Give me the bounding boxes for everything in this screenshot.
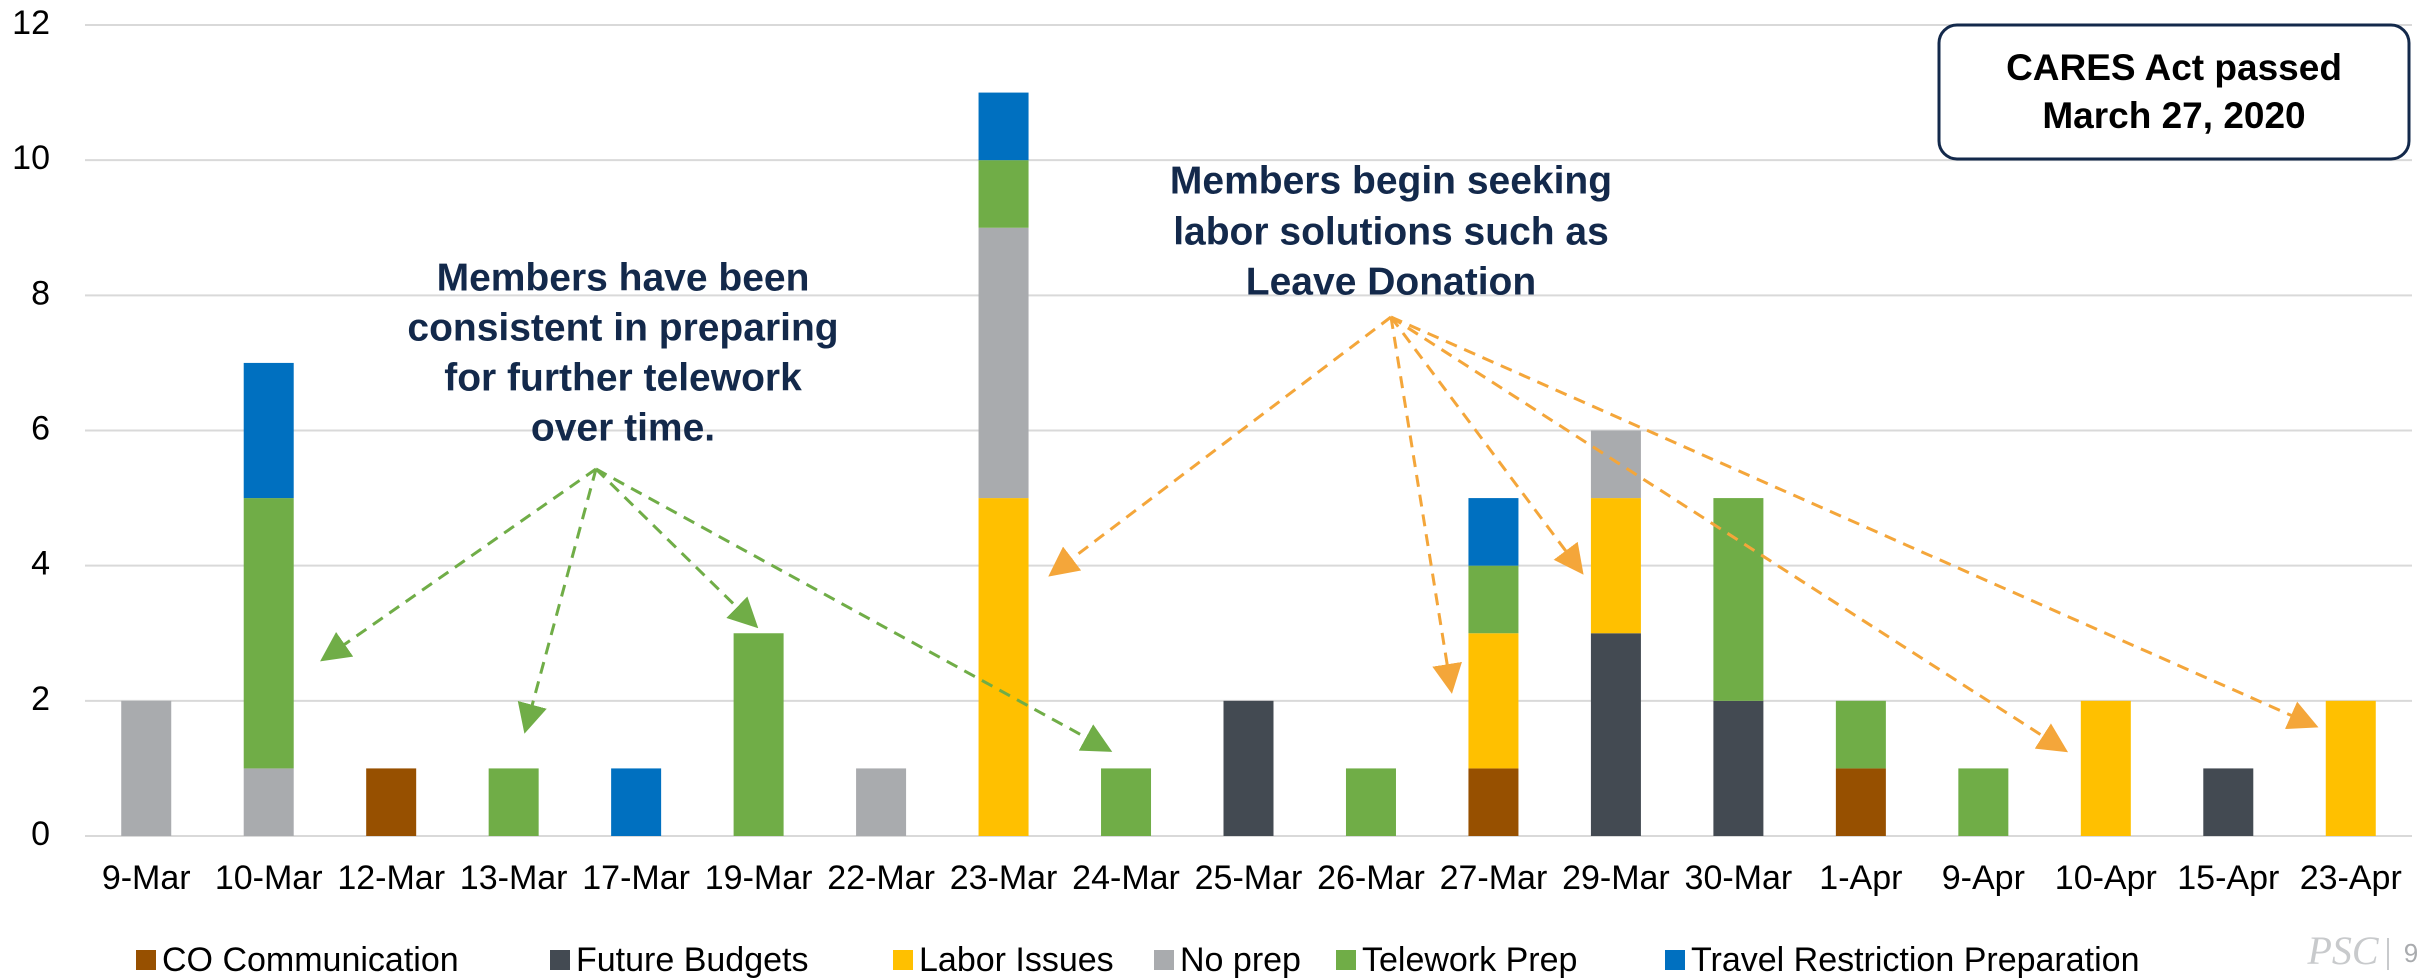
x-tick-label: 23-Mar (950, 859, 1058, 897)
x-tick-label: 1-Apr (1819, 859, 1902, 897)
bar-segment (1713, 498, 1764, 701)
legend-swatch (1154, 950, 1174, 970)
bar-segment (2325, 700, 2376, 836)
annotation: Leave Donation (1246, 260, 1536, 303)
annotation: labor solutions such as (1173, 210, 1609, 253)
x-tick-label: 22-Mar (827, 859, 935, 897)
bar-segment (1590, 633, 1641, 836)
x-tick-label: 25-Mar (1195, 859, 1303, 897)
page-number: 9 (2404, 938, 2418, 968)
bar-segment (2080, 700, 2131, 836)
bar-segment (1590, 498, 1641, 634)
y-tick-label: 8 (31, 274, 50, 312)
bars (121, 92, 2376, 836)
bar-segment (1590, 430, 1641, 499)
bar-segment (1468, 565, 1519, 634)
x-tick-label: 15-Apr (2177, 859, 2279, 897)
bar-segment (611, 768, 662, 836)
y-tick-label: 2 (31, 680, 50, 718)
bar-segment (243, 498, 294, 769)
x-tick-label: 26-Mar (1317, 859, 1425, 897)
x-tick-label: 9-Mar (102, 859, 191, 897)
bar-segment (243, 362, 294, 499)
legend-swatch (1336, 950, 1356, 970)
legend-label: CO Communication (162, 941, 459, 979)
green-arrows (320, 467, 1113, 752)
bar-segment (978, 227, 1029, 499)
bar-segment (978, 498, 1029, 836)
bar-segment (856, 768, 907, 836)
annotation: Members have been (437, 256, 810, 299)
bar-segment (488, 768, 539, 836)
bar-segment (1468, 498, 1519, 566)
y-tick-label: 6 (31, 409, 50, 447)
legend-swatch (136, 950, 156, 970)
bar-segment (121, 700, 172, 836)
bar-segment (1958, 768, 2009, 836)
x-tick-label: 17-Mar (582, 859, 690, 897)
legend-swatch (893, 950, 913, 970)
bar-segment (1835, 700, 1886, 769)
bar-segment (1468, 633, 1519, 769)
bar-segment (1223, 700, 1274, 836)
legend-label: Travel Restriction Preparation (1691, 941, 2139, 979)
y-tick-label: 12 (12, 4, 50, 42)
bar-segment (978, 92, 1029, 161)
x-tick-label: 30-Mar (1685, 859, 1793, 897)
x-tick-label: 27-Mar (1440, 859, 1548, 897)
y-tick-label: 10 (12, 139, 50, 177)
annotation: over time. (531, 406, 715, 449)
x-tick-label: 19-Mar (705, 859, 813, 897)
callout-box (1937, 23, 2411, 161)
x-tick-label: 12-Mar (337, 859, 445, 897)
bar-segment (1835, 768, 1886, 836)
x-tick-label: 10-Mar (215, 859, 323, 897)
x-tick-label: 23-Apr (2300, 859, 2402, 897)
annotation: consistent in preparing (407, 306, 838, 349)
bar-segment (978, 160, 1029, 228)
callout-text: March 27, 2020 (2042, 95, 2305, 136)
x-tick-label: 24-Mar (1072, 859, 1180, 897)
legend-swatch (550, 950, 570, 970)
legend-label: Telework Prep (1362, 941, 1577, 979)
legend-label: Labor Issues (919, 941, 1114, 979)
x-tick-label: 10-Apr (2055, 859, 2157, 897)
x-tick-label: 9-Apr (1942, 859, 2025, 897)
bar-segment (2203, 768, 2254, 836)
bar-segment (1101, 768, 1152, 836)
legend-swatch (1665, 950, 1685, 970)
bar-segment (1345, 768, 1396, 836)
bar-segment (1713, 700, 1764, 836)
orange-arrows (1048, 315, 2319, 753)
bar-segment (1468, 768, 1519, 836)
x-tick-label: 13-Mar (460, 859, 568, 897)
logo: PSC (2306, 928, 2379, 973)
bar-segment (243, 768, 294, 836)
bar-segment (366, 768, 417, 836)
grid (85, 24, 2412, 837)
legend-label: Future Budgets (576, 941, 808, 979)
annotation: Members begin seeking (1170, 159, 1612, 202)
bar-segment (733, 633, 784, 836)
annotation: for further telework (444, 356, 802, 399)
y-tick-label: 4 (31, 545, 50, 583)
legend-label: No prep (1180, 941, 1301, 979)
x-tick-label: 29-Mar (1562, 859, 1670, 897)
callout-text: CARES Act passed (2006, 47, 2342, 88)
y-tick-label: 0 (31, 815, 50, 853)
